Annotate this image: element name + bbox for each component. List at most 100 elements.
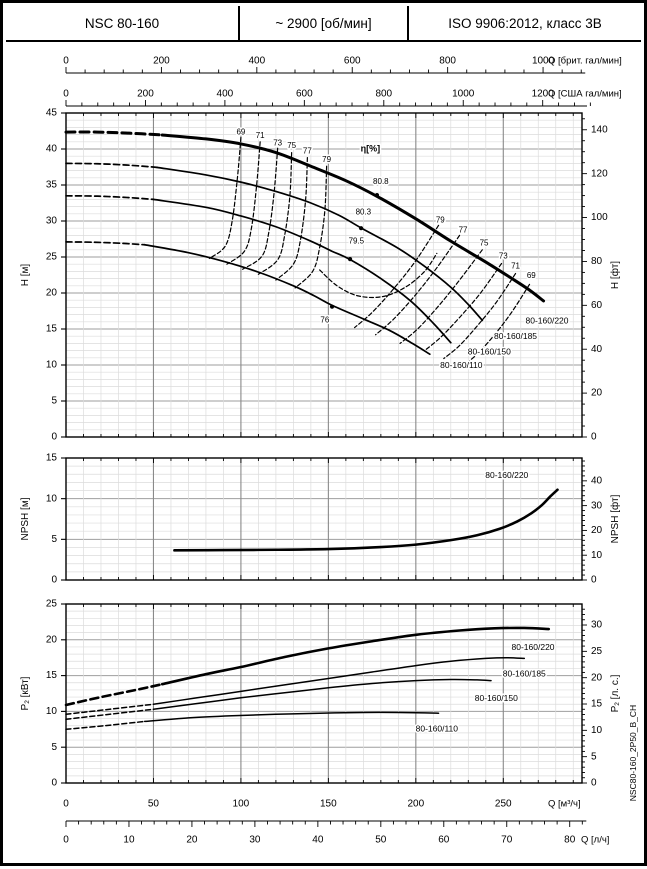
ruler-tick-label: 0 bbox=[63, 799, 69, 810]
curve-label: 80-160/185 bbox=[503, 668, 546, 678]
right-axis: 0 10 20 30 40 NPSH [фт] bbox=[582, 460, 621, 586]
ruler-tick-label: 0 bbox=[63, 56, 69, 67]
y-tick-label: 5 bbox=[51, 396, 57, 407]
curve-label: 79 bbox=[322, 155, 331, 164]
ruler-tick-label: 20 bbox=[186, 835, 198, 846]
right-axis: 0 20 40 60 80 100 120 140 H [фт] bbox=[582, 118, 621, 443]
chart-npsh: 0 5 10 15 NPSH [м] 0 10 20 30 40 NPSH [фт] 80-160/2… bbox=[20, 453, 621, 586]
ruler-tick-label: 1000 bbox=[532, 56, 555, 67]
curve-label: 80-160/110 bbox=[416, 724, 459, 734]
curve-label: 80.3 bbox=[356, 207, 372, 216]
curve-label: 80.8 bbox=[373, 177, 389, 186]
left-axis-title: P2 [кВт] bbox=[20, 676, 31, 710]
y-tick-label: 40 bbox=[46, 144, 58, 155]
series-p-80-160/185-dashed bbox=[65, 703, 155, 716]
ruler-tick-label: 30 bbox=[249, 835, 261, 846]
right-axis: 0 5 10 15 20 25 30 P2 [л. с.] bbox=[582, 608, 621, 789]
series-eff-75-right bbox=[399, 249, 483, 344]
ruler-unit-label: Q [брит. гал/мин] bbox=[548, 56, 622, 67]
document-code-text: NSC80-160_2P50_B_CH bbox=[628, 704, 638, 802]
y2-tick-label: 20 bbox=[591, 672, 603, 683]
y2-tick-label: 0 bbox=[591, 432, 597, 443]
curve-label: 76 bbox=[320, 315, 329, 324]
y-tick-label: 10 bbox=[46, 706, 58, 717]
y-tick-label: 5 bbox=[51, 742, 57, 753]
ruler-q-ls: 0 10 20 30 40 50 60 70 80 Q [л/ч] bbox=[63, 820, 609, 846]
ruler-unit-label: Q [л/ч] bbox=[581, 835, 609, 846]
series bbox=[64, 130, 546, 367]
bep-dot bbox=[374, 192, 380, 198]
series-eff-77-right bbox=[375, 234, 461, 336]
curve-label: 80-160/150 bbox=[468, 346, 511, 356]
y-tick-label: 15 bbox=[46, 670, 58, 681]
header-standard: ISO 9906:2012, класс 3В bbox=[448, 15, 602, 31]
ruler-tick-label: 150 bbox=[320, 799, 337, 810]
curve-label: 73 bbox=[273, 138, 282, 147]
series-eff-75-left bbox=[257, 152, 293, 275]
chart-hq-curves: 0 5 10 15 20 25 30 35 40 45 H [м] 0 20 40 60 80 100 120 14… bbox=[20, 108, 621, 443]
series-p-80-160/150-dashed bbox=[65, 708, 155, 721]
y-tick-label: 20 bbox=[46, 288, 58, 299]
plot-frame bbox=[65, 112, 583, 438]
series-80-160/150-dashed bbox=[65, 194, 155, 201]
edge-ticks bbox=[65, 113, 574, 437]
y-tick-label: 10 bbox=[46, 360, 58, 371]
series-npsh-80-160/220 bbox=[173, 488, 559, 552]
y2-tick-label: 15 bbox=[591, 699, 603, 710]
y-tick-label: 35 bbox=[46, 180, 58, 191]
curve-label: 75 bbox=[480, 238, 489, 247]
header-table: NSC 80-160 ~ 2900 [об/мин] ISO 9906:2012… bbox=[6, 6, 641, 42]
y2-tick-label: 10 bbox=[591, 550, 603, 561]
grid bbox=[66, 604, 582, 783]
curve-label: 69 bbox=[236, 128, 245, 137]
bep-dot bbox=[347, 257, 353, 262]
curve-label: 69 bbox=[527, 271, 536, 280]
bep-dot bbox=[358, 226, 364, 231]
ruler-tick-label: 1000 bbox=[452, 89, 475, 100]
left-axis: 0 5 10 15 20 25 30 35 40 45 H [м] bbox=[20, 108, 66, 443]
ruler-tick-label: 80 bbox=[564, 835, 576, 846]
y2-tick-label: 20 bbox=[591, 388, 603, 399]
series bbox=[64, 626, 551, 731]
edge-ticks bbox=[65, 458, 574, 580]
series-eff-79-left bbox=[294, 165, 328, 289]
edge-ticks bbox=[65, 604, 574, 783]
series-p-80-160/110 bbox=[143, 711, 440, 723]
ruler-tick-label: 70 bbox=[501, 835, 513, 846]
right-axis-title: H [фт] bbox=[609, 261, 621, 289]
right-axis-title: P2 [л. с.] bbox=[610, 674, 621, 712]
y2-tick-label: 0 bbox=[591, 778, 597, 789]
series-eff-71-left bbox=[226, 141, 261, 265]
curve-label: 79.5 bbox=[349, 236, 365, 245]
left-axis: 0 5 10 15 20 25 P2 [кВт] bbox=[20, 599, 66, 789]
curve-label: 77 bbox=[459, 225, 468, 234]
y-tick-label: 20 bbox=[46, 634, 58, 645]
ruler-tick-label: 200 bbox=[153, 56, 170, 67]
curve-label: 80-160/110 bbox=[440, 360, 483, 370]
y-tick-label: 10 bbox=[46, 493, 58, 504]
series bbox=[173, 488, 559, 552]
ruler-tick-label: 100 bbox=[233, 799, 250, 810]
series-p-80-160/150 bbox=[152, 678, 492, 711]
y-tick-label: 5 bbox=[51, 534, 57, 545]
series-eff-73-left bbox=[242, 147, 279, 270]
curve-label: η[%] bbox=[361, 143, 381, 153]
y-tick-label: 45 bbox=[46, 108, 58, 119]
left-axis-title: H [м] bbox=[20, 264, 31, 287]
header-speed: ~ 2900 [об/мин] bbox=[240, 6, 409, 40]
curve-label: 77 bbox=[303, 146, 312, 155]
ruler-tick-label: 400 bbox=[217, 89, 234, 100]
ruler-unit-label: Q [США гал/мин] bbox=[548, 89, 622, 100]
ruler-tick-label: 10 bbox=[123, 835, 135, 846]
y2-tick-label: 40 bbox=[591, 475, 603, 486]
y2-tick-label: 60 bbox=[591, 300, 603, 311]
curve-label: 71 bbox=[511, 261, 520, 270]
chart-power: 0 5 10 15 20 25 P2 [кВт] 0 5 10 15 20 25 30 P2 [л. с.]… bbox=[20, 599, 621, 789]
series-eff-71-right bbox=[443, 272, 517, 360]
series-80-160/220-dashed bbox=[64, 130, 164, 137]
ruler-tick-label: 1200 bbox=[532, 89, 555, 100]
y2-tick-label: 40 bbox=[591, 344, 603, 355]
ruler-unit-label: Q [м³/ч] bbox=[548, 799, 581, 810]
left-axis: 0 5 10 15 NPSH [м] bbox=[20, 453, 66, 586]
ruler-tick-label: 0 bbox=[63, 89, 69, 100]
